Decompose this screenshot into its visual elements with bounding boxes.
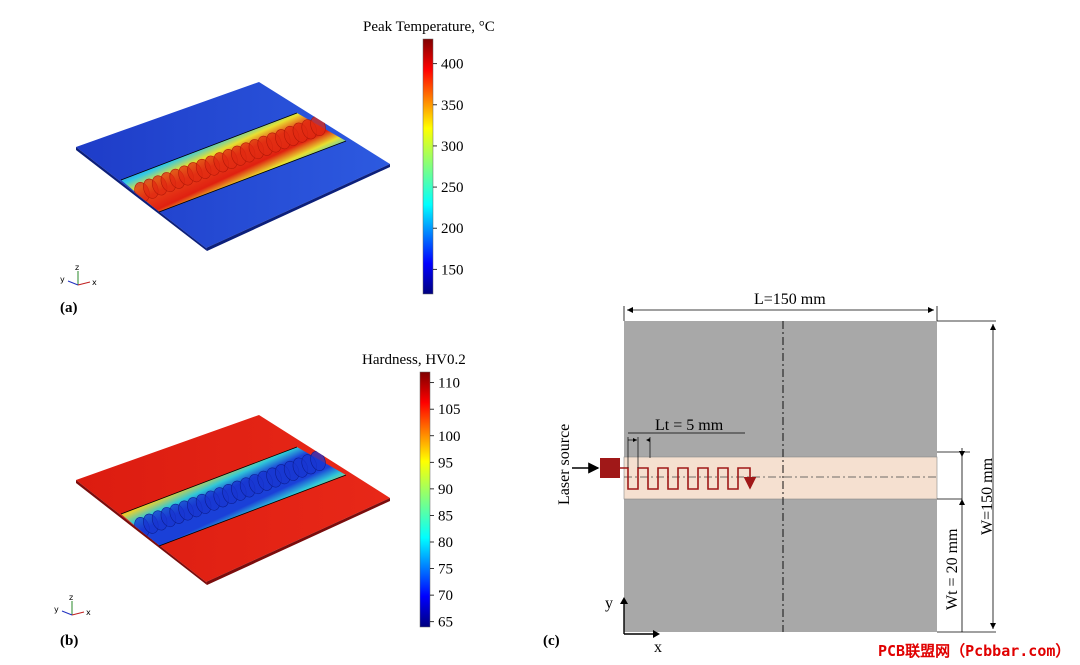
axis-y-label: y (60, 275, 65, 284)
colorbar-tick-label: 95 (438, 455, 453, 471)
panel-label-a: (a) (60, 300, 78, 316)
plate-a (76, 82, 390, 251)
dimension-track-width: Wt = 20 mm (937, 448, 970, 632)
colorbar-ticks-b: 110 105 100 95 90 85 80 75 70 65 (430, 376, 461, 631)
colorbar-b (419, 371, 431, 628)
dimension-width: W=150 mm (937, 320, 996, 633)
colorbar-tick-label: 350 (441, 98, 464, 114)
colorbar-tick-label: 300 (441, 139, 464, 155)
watermark: PCB联盟网（Pcbbar.com） (878, 642, 1070, 660)
colorbar-tick-label: 110 (438, 376, 460, 392)
step-label: Lt = 5 mm (655, 417, 724, 434)
axis-x-label-c: x (654, 639, 662, 656)
soft-zone-lobes-b (134, 451, 326, 537)
colorbar-tick-label: 70 (438, 588, 453, 604)
colorbar-ticks-a: 400 350 300 250 200 150 (433, 57, 464, 278)
colorbar-tick-label: 75 (438, 562, 453, 578)
axis-z-label: z (69, 593, 73, 602)
laser-source-label: Laser source (556, 424, 573, 505)
plate-b (76, 415, 390, 585)
panel-label-b: (b) (60, 633, 78, 649)
axis-triad-a: z x y (60, 263, 97, 287)
track-width-label: Wt = 20 mm (944, 528, 961, 610)
panel-label-c: (c) (543, 633, 560, 649)
colorbar-tick-label: 100 (438, 429, 461, 445)
width-label: W=150 mm (979, 457, 996, 535)
colorbar-title-a: Peak Temperature, °C (363, 19, 495, 35)
length-label: L=150 mm (754, 291, 826, 308)
axis-x-label: x (86, 608, 91, 617)
panel-a: z x y (a) Peak Temperature, °C 400 350 300… (60, 19, 495, 316)
colorbar-tick-label: 105 (438, 402, 461, 418)
laser-source: Laser source (556, 424, 620, 505)
colorbar-a (422, 38, 434, 295)
axis-y-label: y (54, 605, 59, 614)
dimension-step: Lt = 5 mm (627, 417, 745, 468)
axis-y-label-c: y (605, 595, 613, 612)
colorbar-tick-label: 150 (441, 262, 464, 278)
axis-triad-c: y x (605, 595, 662, 656)
axis-z-label: z (75, 263, 79, 272)
colorbar-tick-label: 90 (438, 482, 453, 498)
colorbar-tick-label: 65 (438, 615, 453, 631)
scan-path (620, 467, 757, 490)
colorbar-tick-label: 200 (441, 221, 464, 237)
melt-pool-lobes-a (134, 116, 326, 202)
scan-track (623, 456, 938, 500)
panel-c: Laser source L=150 mm Lt = 5 mm (543, 291, 996, 656)
dimension-length: L=150 mm (623, 291, 938, 321)
axis-triad-b: z x y (54, 593, 91, 617)
colorbar-tick-label: 250 (441, 180, 464, 196)
track-lobe (310, 451, 326, 471)
panel-b: z x y (b) Hardness, HV0.2 110 105 100 95 90 8… (54, 352, 466, 649)
axis-x-label: x (92, 278, 97, 287)
colorbar-tick-label: 80 (438, 535, 453, 551)
colorbar-title-b: Hardness, HV0.2 (362, 352, 466, 368)
colorbar-tick-label: 400 (441, 57, 464, 73)
colorbar-tick-label: 85 (438, 508, 453, 524)
